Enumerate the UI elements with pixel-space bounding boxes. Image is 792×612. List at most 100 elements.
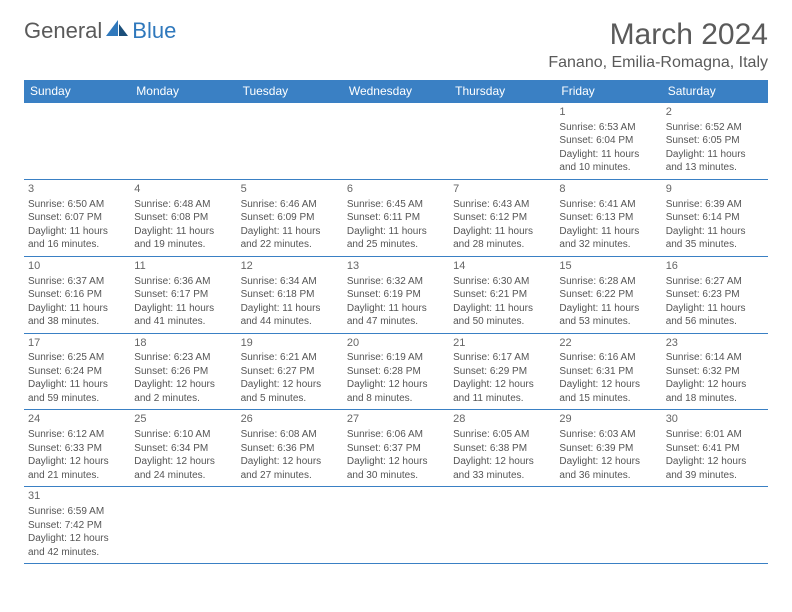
daylight-text: Daylight: 12 hours and 27 minutes. <box>241 455 339 482</box>
day-header: Sunday <box>24 80 130 103</box>
logo-text-general: General <box>24 18 102 44</box>
daylight-text: Daylight: 11 hours and 56 minutes. <box>666 302 764 329</box>
calendar-cell: 30Sunrise: 6:01 AMSunset: 6:41 PMDayligh… <box>662 410 768 487</box>
calendar-cell: 8Sunrise: 6:41 AMSunset: 6:13 PMDaylight… <box>555 179 661 256</box>
sunset-text: Sunset: 6:13 PM <box>559 211 657 225</box>
sunset-text: Sunset: 6:21 PM <box>453 288 551 302</box>
sunset-text: Sunset: 6:28 PM <box>347 365 445 379</box>
daylight-text: Daylight: 12 hours and 2 minutes. <box>134 378 232 405</box>
sunrise-text: Sunrise: 6:12 AM <box>28 428 126 442</box>
day-number: 2 <box>666 105 764 120</box>
logo: General Blue <box>24 18 176 44</box>
day-header: Thursday <box>449 80 555 103</box>
daylight-text: Daylight: 11 hours and 28 minutes. <box>453 225 551 252</box>
calendar-cell: 14Sunrise: 6:30 AMSunset: 6:21 PMDayligh… <box>449 256 555 333</box>
sunset-text: Sunset: 6:18 PM <box>241 288 339 302</box>
daylight-text: Daylight: 12 hours and 5 minutes. <box>241 378 339 405</box>
day-number: 27 <box>347 412 445 427</box>
calendar-cell: 4Sunrise: 6:48 AMSunset: 6:08 PMDaylight… <box>130 179 236 256</box>
day-header-row: Sunday Monday Tuesday Wednesday Thursday… <box>24 80 768 103</box>
calendar-table: Sunday Monday Tuesday Wednesday Thursday… <box>24 80 768 564</box>
sunrise-text: Sunrise: 6:30 AM <box>453 275 551 289</box>
calendar-cell <box>130 487 236 564</box>
day-number: 16 <box>666 259 764 274</box>
calendar-body: 1Sunrise: 6:53 AMSunset: 6:04 PMDaylight… <box>24 103 768 564</box>
calendar-cell: 22Sunrise: 6:16 AMSunset: 6:31 PMDayligh… <box>555 333 661 410</box>
sunset-text: Sunset: 6:36 PM <box>241 442 339 456</box>
calendar-cell: 11Sunrise: 6:36 AMSunset: 6:17 PMDayligh… <box>130 256 236 333</box>
sunrise-text: Sunrise: 6:52 AM <box>666 121 764 135</box>
calendar-cell: 31Sunrise: 6:59 AMSunset: 7:42 PMDayligh… <box>24 487 130 564</box>
header: General Blue March 2024 Fanano, Emilia-R… <box>24 18 768 72</box>
day-number: 15 <box>559 259 657 274</box>
daylight-text: Daylight: 11 hours and 38 minutes. <box>28 302 126 329</box>
calendar-cell: 3Sunrise: 6:50 AMSunset: 6:07 PMDaylight… <box>24 179 130 256</box>
calendar-cell: 18Sunrise: 6:23 AMSunset: 6:26 PMDayligh… <box>130 333 236 410</box>
sunset-text: Sunset: 6:29 PM <box>453 365 551 379</box>
day-number: 30 <box>666 412 764 427</box>
daylight-text: Daylight: 12 hours and 8 minutes. <box>347 378 445 405</box>
sunset-text: Sunset: 6:27 PM <box>241 365 339 379</box>
sunset-text: Sunset: 6:22 PM <box>559 288 657 302</box>
sunrise-text: Sunrise: 6:19 AM <box>347 351 445 365</box>
sunrise-text: Sunrise: 6:41 AM <box>559 198 657 212</box>
calendar-cell: 12Sunrise: 6:34 AMSunset: 6:18 PMDayligh… <box>237 256 343 333</box>
sunrise-text: Sunrise: 6:05 AM <box>453 428 551 442</box>
sunrise-text: Sunrise: 6:25 AM <box>28 351 126 365</box>
calendar-cell: 9Sunrise: 6:39 AMSunset: 6:14 PMDaylight… <box>662 179 768 256</box>
calendar-cell <box>24 103 130 180</box>
daylight-text: Daylight: 12 hours and 33 minutes. <box>453 455 551 482</box>
daylight-text: Daylight: 12 hours and 11 minutes. <box>453 378 551 405</box>
calendar-cell: 6Sunrise: 6:45 AMSunset: 6:11 PMDaylight… <box>343 179 449 256</box>
daylight-text: Daylight: 11 hours and 10 minutes. <box>559 148 657 175</box>
daylight-text: Daylight: 11 hours and 16 minutes. <box>28 225 126 252</box>
calendar-week-row: 24Sunrise: 6:12 AMSunset: 6:33 PMDayligh… <box>24 410 768 487</box>
daylight-text: Daylight: 11 hours and 35 minutes. <box>666 225 764 252</box>
day-number: 6 <box>347 182 445 197</box>
sunrise-text: Sunrise: 6:39 AM <box>666 198 764 212</box>
sunset-text: Sunset: 6:16 PM <box>28 288 126 302</box>
sunrise-text: Sunrise: 6:53 AM <box>559 121 657 135</box>
sunrise-text: Sunrise: 6:01 AM <box>666 428 764 442</box>
sunrise-text: Sunrise: 6:17 AM <box>453 351 551 365</box>
daylight-text: Daylight: 12 hours and 15 minutes. <box>559 378 657 405</box>
sunset-text: Sunset: 6:08 PM <box>134 211 232 225</box>
sunrise-text: Sunrise: 6:45 AM <box>347 198 445 212</box>
sunrise-text: Sunrise: 6:46 AM <box>241 198 339 212</box>
day-number: 9 <box>666 182 764 197</box>
daylight-text: Daylight: 12 hours and 42 minutes. <box>28 532 126 559</box>
sunrise-text: Sunrise: 6:37 AM <box>28 275 126 289</box>
title-block: March 2024 Fanano, Emilia-Romagna, Italy <box>548 18 768 72</box>
calendar-cell <box>449 103 555 180</box>
day-header: Tuesday <box>237 80 343 103</box>
day-header: Friday <box>555 80 661 103</box>
day-number: 29 <box>559 412 657 427</box>
calendar-cell <box>237 103 343 180</box>
daylight-text: Daylight: 11 hours and 41 minutes. <box>134 302 232 329</box>
calendar-cell: 16Sunrise: 6:27 AMSunset: 6:23 PMDayligh… <box>662 256 768 333</box>
sunset-text: Sunset: 6:34 PM <box>134 442 232 456</box>
daylight-text: Daylight: 11 hours and 59 minutes. <box>28 378 126 405</box>
day-number: 19 <box>241 336 339 351</box>
sunset-text: Sunset: 6:31 PM <box>559 365 657 379</box>
calendar-cell: 7Sunrise: 6:43 AMSunset: 6:12 PMDaylight… <box>449 179 555 256</box>
day-number: 31 <box>28 489 126 504</box>
day-number: 26 <box>241 412 339 427</box>
sunrise-text: Sunrise: 6:59 AM <box>28 505 126 519</box>
calendar-cell <box>130 103 236 180</box>
calendar-cell: 20Sunrise: 6:19 AMSunset: 6:28 PMDayligh… <box>343 333 449 410</box>
day-number: 13 <box>347 259 445 274</box>
sunrise-text: Sunrise: 6:48 AM <box>134 198 232 212</box>
daylight-text: Daylight: 11 hours and 22 minutes. <box>241 225 339 252</box>
sunrise-text: Sunrise: 6:34 AM <box>241 275 339 289</box>
sunset-text: Sunset: 7:42 PM <box>28 519 126 533</box>
calendar-cell: 5Sunrise: 6:46 AMSunset: 6:09 PMDaylight… <box>237 179 343 256</box>
calendar-week-row: 10Sunrise: 6:37 AMSunset: 6:16 PMDayligh… <box>24 256 768 333</box>
daylight-text: Daylight: 12 hours and 18 minutes. <box>666 378 764 405</box>
sunrise-text: Sunrise: 6:16 AM <box>559 351 657 365</box>
sunset-text: Sunset: 6:04 PM <box>559 134 657 148</box>
sunset-text: Sunset: 6:24 PM <box>28 365 126 379</box>
day-number: 18 <box>134 336 232 351</box>
day-number: 23 <box>666 336 764 351</box>
daylight-text: Daylight: 11 hours and 25 minutes. <box>347 225 445 252</box>
